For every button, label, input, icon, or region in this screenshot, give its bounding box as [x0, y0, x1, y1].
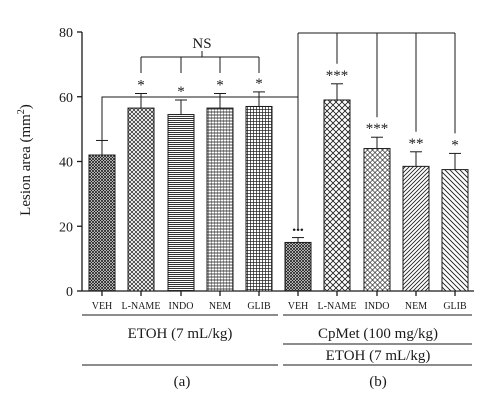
bar	[245, 105, 273, 292]
significance-label: •••	[292, 225, 304, 237]
x-tick-label: GLIB	[247, 301, 271, 312]
y-tick-label: 80	[59, 26, 73, 41]
significance-label: ***	[326, 68, 349, 84]
bar	[167, 114, 195, 292]
bar	[441, 169, 469, 292]
panel-label-b: (b)	[369, 374, 387, 390]
y-tick-label: 0	[66, 285, 73, 300]
x-tick-labels: VEH L-NAME INDO NEM GLIB VEH L-NAME INDO NEM GLIB	[92, 301, 467, 312]
significance-label: *	[255, 76, 263, 92]
bar	[363, 148, 391, 292]
significance-label: *	[137, 78, 145, 94]
x-tick-label: VEH	[92, 301, 113, 312]
group-label-cpmet: CpMet (100 mg/kg)	[318, 326, 438, 342]
significance-label: *	[451, 137, 459, 153]
significance-label: ***	[366, 121, 389, 137]
x-tick-label: NEM	[209, 301, 231, 312]
x-tick-label: L-NAME	[318, 301, 357, 312]
x-tick-label: INDO	[365, 301, 390, 312]
panel-label-a: (a)	[174, 374, 191, 390]
significance-brackets	[101, 32, 456, 230]
x-tick-label: INDO	[169, 301, 194, 312]
bar	[323, 99, 351, 292]
significance-label: *	[177, 84, 185, 100]
bar	[127, 107, 155, 292]
y-axis-label: Lesion area (mm2)	[16, 104, 34, 216]
bar	[88, 154, 116, 292]
bar	[402, 165, 430, 292]
y-tick-label: 20	[59, 220, 73, 235]
bar	[284, 241, 312, 292]
bar	[206, 107, 234, 292]
y-tick-label: 60	[59, 91, 73, 106]
significance-label: **	[409, 136, 424, 152]
group-label-etoh-a: ETOH (7 mL/kg)	[128, 326, 233, 342]
ns-label: NS	[192, 36, 211, 52]
significance-label: *	[216, 78, 224, 94]
x-tick-label: NEM	[405, 301, 427, 312]
bar-series: * * * *•••******** *	[88, 68, 469, 296]
x-tick-label: VEH	[288, 301, 309, 312]
group-label-etoh-b: ETOH (7 mL/kg)	[326, 348, 431, 364]
y-tick-label: 40	[59, 156, 73, 171]
x-tick-label: GLIB	[443, 301, 467, 312]
x-tick-label: L-NAME	[122, 301, 161, 312]
